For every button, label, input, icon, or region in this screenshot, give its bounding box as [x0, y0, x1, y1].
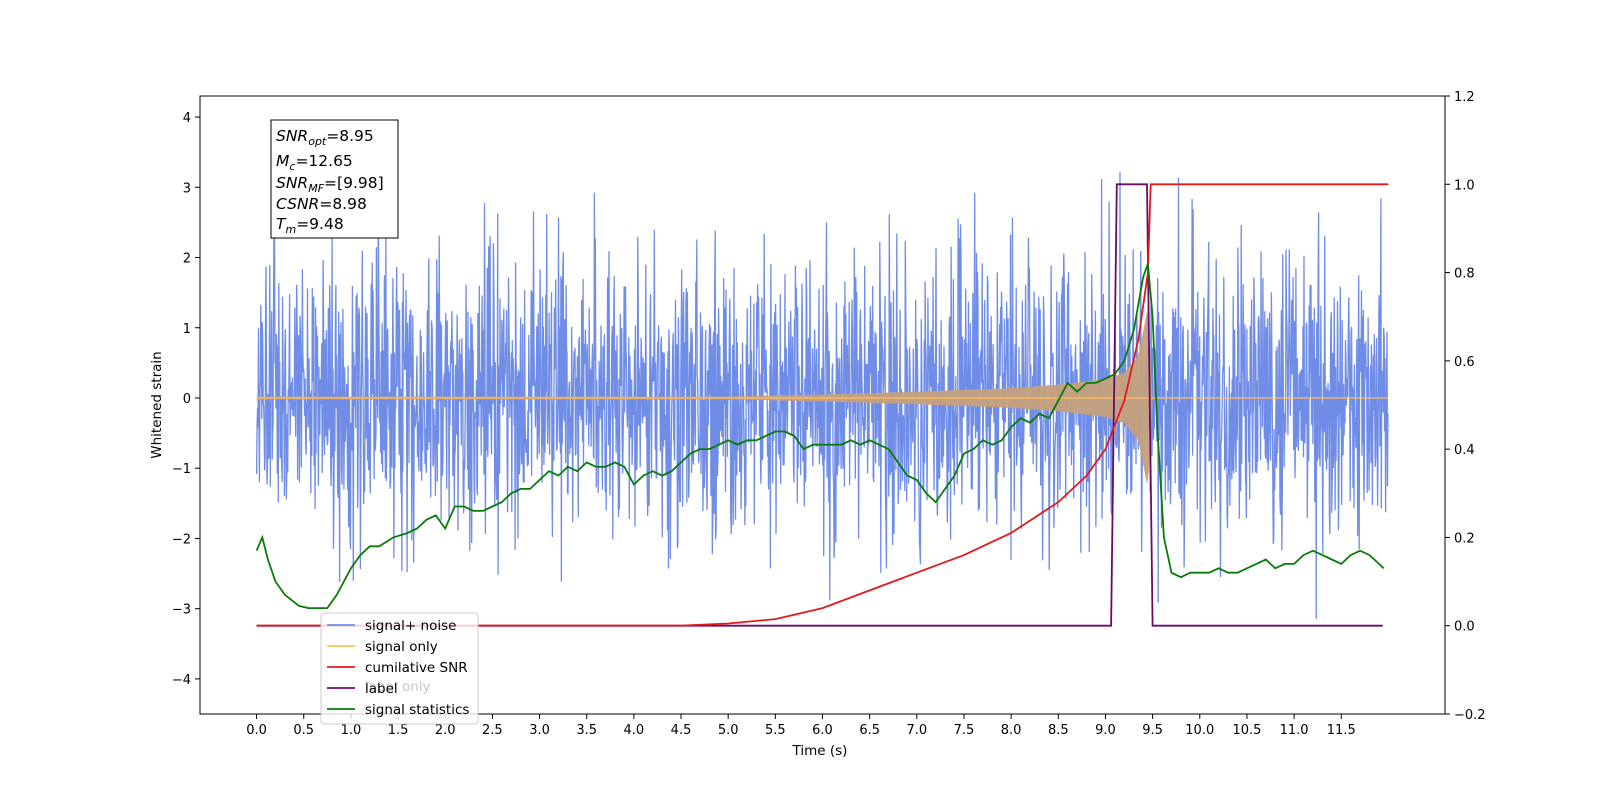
plot-area — [255, 171, 1389, 627]
legend-overlap-text: label only — [365, 679, 431, 695]
x-tick-label: 7.5 — [954, 723, 975, 738]
legend-label: signal+ noise — [365, 618, 456, 634]
y-right-tick-label: 0.2 — [1454, 531, 1475, 546]
x-tick-label: 0.5 — [293, 723, 314, 738]
x-tick-label: 8.5 — [1048, 723, 1069, 738]
legend-frame — [320, 612, 479, 725]
csnr-text: CSNR=8.98 — [276, 195, 367, 213]
x-tick-label: 3.0 — [529, 723, 550, 738]
x-tick-label: 2.0 — [435, 723, 456, 738]
y-left-tick-label: 4 — [183, 111, 191, 126]
y-right-tick-label: 1.0 — [1454, 178, 1475, 193]
legend-label: signal statistics — [365, 702, 469, 718]
legend-label: label — [365, 681, 398, 697]
x-tick-label: 9.0 — [1095, 723, 1116, 738]
x-tick-label: 5.0 — [718, 723, 739, 738]
tm-text: Tm=9.48 — [276, 215, 344, 236]
x-tick-label: 1.5 — [388, 723, 409, 738]
x-tick-label: 11.0 — [1280, 723, 1309, 738]
y-left-tick-label: 1 — [183, 322, 191, 337]
y-right-tick-label: −0.2 — [1454, 708, 1486, 723]
y-axis-right: 1.2 1.0 0.8 0.6 0.4 0.2 0.0 −0.2 — [1445, 90, 1486, 723]
snr-opt-text: SNRopt=8.95 — [276, 127, 374, 148]
series-cumulative-snr-line — [256, 183, 1389, 627]
mc-text: Mc=12.65 — [276, 152, 353, 173]
x-axis: 0.0 0.5 1.0 1.5 2.0 2.5 3.0 3.5 4.0 4.5 5.0 5.5 6.0 6… — [246, 714, 1356, 738]
x-tick-label: 10.5 — [1232, 723, 1261, 738]
y-left-tick-label: −2 — [172, 532, 191, 547]
x-tick-label: 4.5 — [671, 723, 692, 738]
x-tick-label: 4.0 — [624, 723, 645, 738]
x-tick-label: 11.5 — [1327, 723, 1356, 738]
y-left-tick-label: 2 — [183, 252, 191, 267]
y-left-tick-label: −3 — [172, 603, 191, 618]
y-right-tick-label: 0.0 — [1454, 620, 1475, 635]
y-left-tick-label: 0 — [183, 392, 191, 407]
x-tick-label: 10.0 — [1185, 723, 1214, 738]
y-left-tick-label: 3 — [183, 181, 191, 196]
legend: label only signal+ noise signal only cumil… — [320, 612, 479, 725]
x-tick-label: 2.5 — [482, 723, 503, 738]
x-tick-label: 5.5 — [765, 723, 786, 738]
y-axis-label: Whitened strain — [149, 351, 165, 458]
y-axis-left: 4 3 2 1 0 −1 −2 −3 −4 — [172, 111, 200, 688]
info-box: SNRopt=8.95 Mc=12.65 SNRMF=[9.98] CSNR=8… — [270, 119, 399, 239]
snr-mf-text: SNRMF=[9.98] — [276, 174, 384, 195]
y-right-tick-label: 0.6 — [1454, 355, 1475, 370]
legend-label: cumilative SNR — [365, 660, 468, 676]
x-tick-label: 1.0 — [341, 723, 362, 738]
y-left-tick-label: −4 — [172, 673, 191, 688]
x-tick-label: 6.5 — [859, 723, 880, 738]
x-tick-label: 9.5 — [1142, 723, 1163, 738]
series-signal-plus-noise-line — [255, 171, 1389, 619]
x-tick-label: 6.0 — [812, 723, 833, 738]
y-left-tick-label: −1 — [172, 462, 191, 477]
x-axis-label: Time (s) — [792, 743, 848, 759]
y-right-tick-label: 1.2 — [1454, 90, 1475, 105]
legend-label: signal only — [365, 639, 438, 655]
x-tick-label: 7.0 — [906, 723, 927, 738]
x-tick-label: 3.5 — [576, 723, 597, 738]
y-right-tick-label: 0.8 — [1454, 267, 1475, 282]
series-label-line — [256, 183, 1383, 627]
y-right-tick-label: 0.4 — [1454, 443, 1475, 458]
series-signal-statistics-line — [255, 263, 1385, 609]
x-tick-label: 0.0 — [246, 723, 267, 738]
x-tick-label: 8.0 — [1001, 723, 1022, 738]
